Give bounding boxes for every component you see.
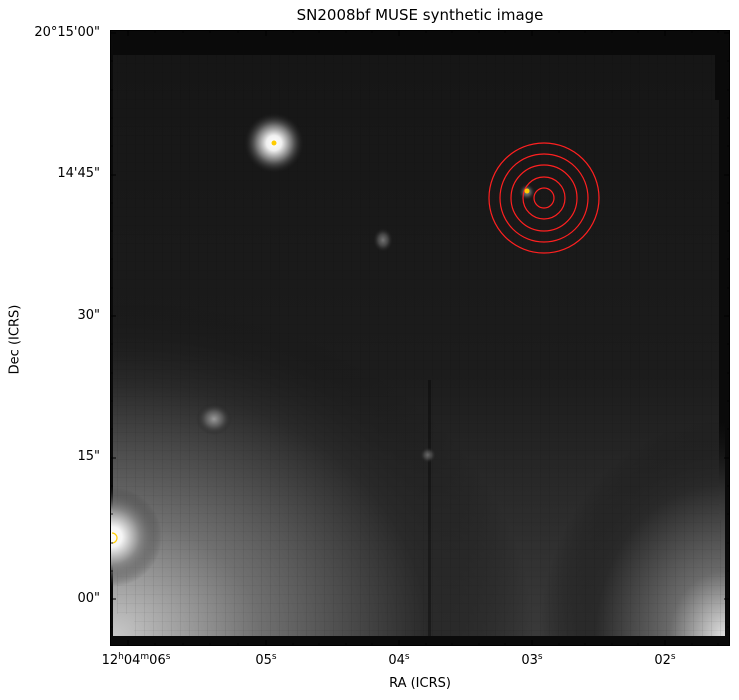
- y-major-ticks: [110, 32, 730, 600]
- x-tick-hours: 12: [101, 653, 119, 668]
- muse-image: [110, 30, 730, 646]
- x-tick-seconds: 06: [149, 653, 166, 668]
- sn-position-circles: [488, 142, 600, 254]
- faint-source: [373, 228, 393, 252]
- faint-source: [420, 447, 436, 463]
- host-marker: [524, 188, 530, 194]
- x-tick-label: 04s: [388, 652, 410, 668]
- x-tick-label: 02s: [654, 652, 676, 668]
- y-minor-ticks: [110, 60, 730, 628]
- axes-frame: [110, 30, 730, 646]
- x-tick-seconds: 03: [521, 653, 538, 668]
- x-tick-label: 12h04m06s: [101, 652, 171, 668]
- circle-ring: [522, 176, 566, 220]
- x-tick-seconds: 02: [654, 653, 671, 668]
- y-tick-label: 14'45": [57, 166, 100, 181]
- x-tick-label: 03s: [521, 652, 543, 668]
- x-axis-label: RA (ICRS): [389, 676, 451, 691]
- detector-pattern: [113, 55, 725, 636]
- figure-title: SN2008bf MUSE synthetic image: [296, 6, 544, 24]
- bright-galaxy: [110, 487, 162, 587]
- y-tick-label: 15": [77, 449, 100, 464]
- y-tick-label: 20°15'00": [34, 25, 100, 40]
- x-tick-seconds: 04: [388, 653, 405, 668]
- x-tick-seconds: 05: [255, 653, 272, 668]
- x-tick-minutes: 04: [123, 653, 141, 668]
- x-major-ticks: [127, 30, 666, 646]
- star-marker: [271, 140, 277, 146]
- faint-source: [196, 403, 232, 435]
- x-minor-ticks: [154, 30, 719, 646]
- x-tick-label: 05s: [255, 652, 277, 668]
- y-axis-label: Dec (ICRS): [7, 304, 23, 375]
- circle-ring: [510, 164, 578, 232]
- y-tick-label: 30": [77, 308, 100, 323]
- circle-ring: [533, 187, 555, 209]
- circle-ring: [488, 142, 600, 254]
- y-tick-label: 00": [77, 591, 100, 606]
- edge-marker: [111, 532, 118, 544]
- circle-ring: [499, 153, 589, 243]
